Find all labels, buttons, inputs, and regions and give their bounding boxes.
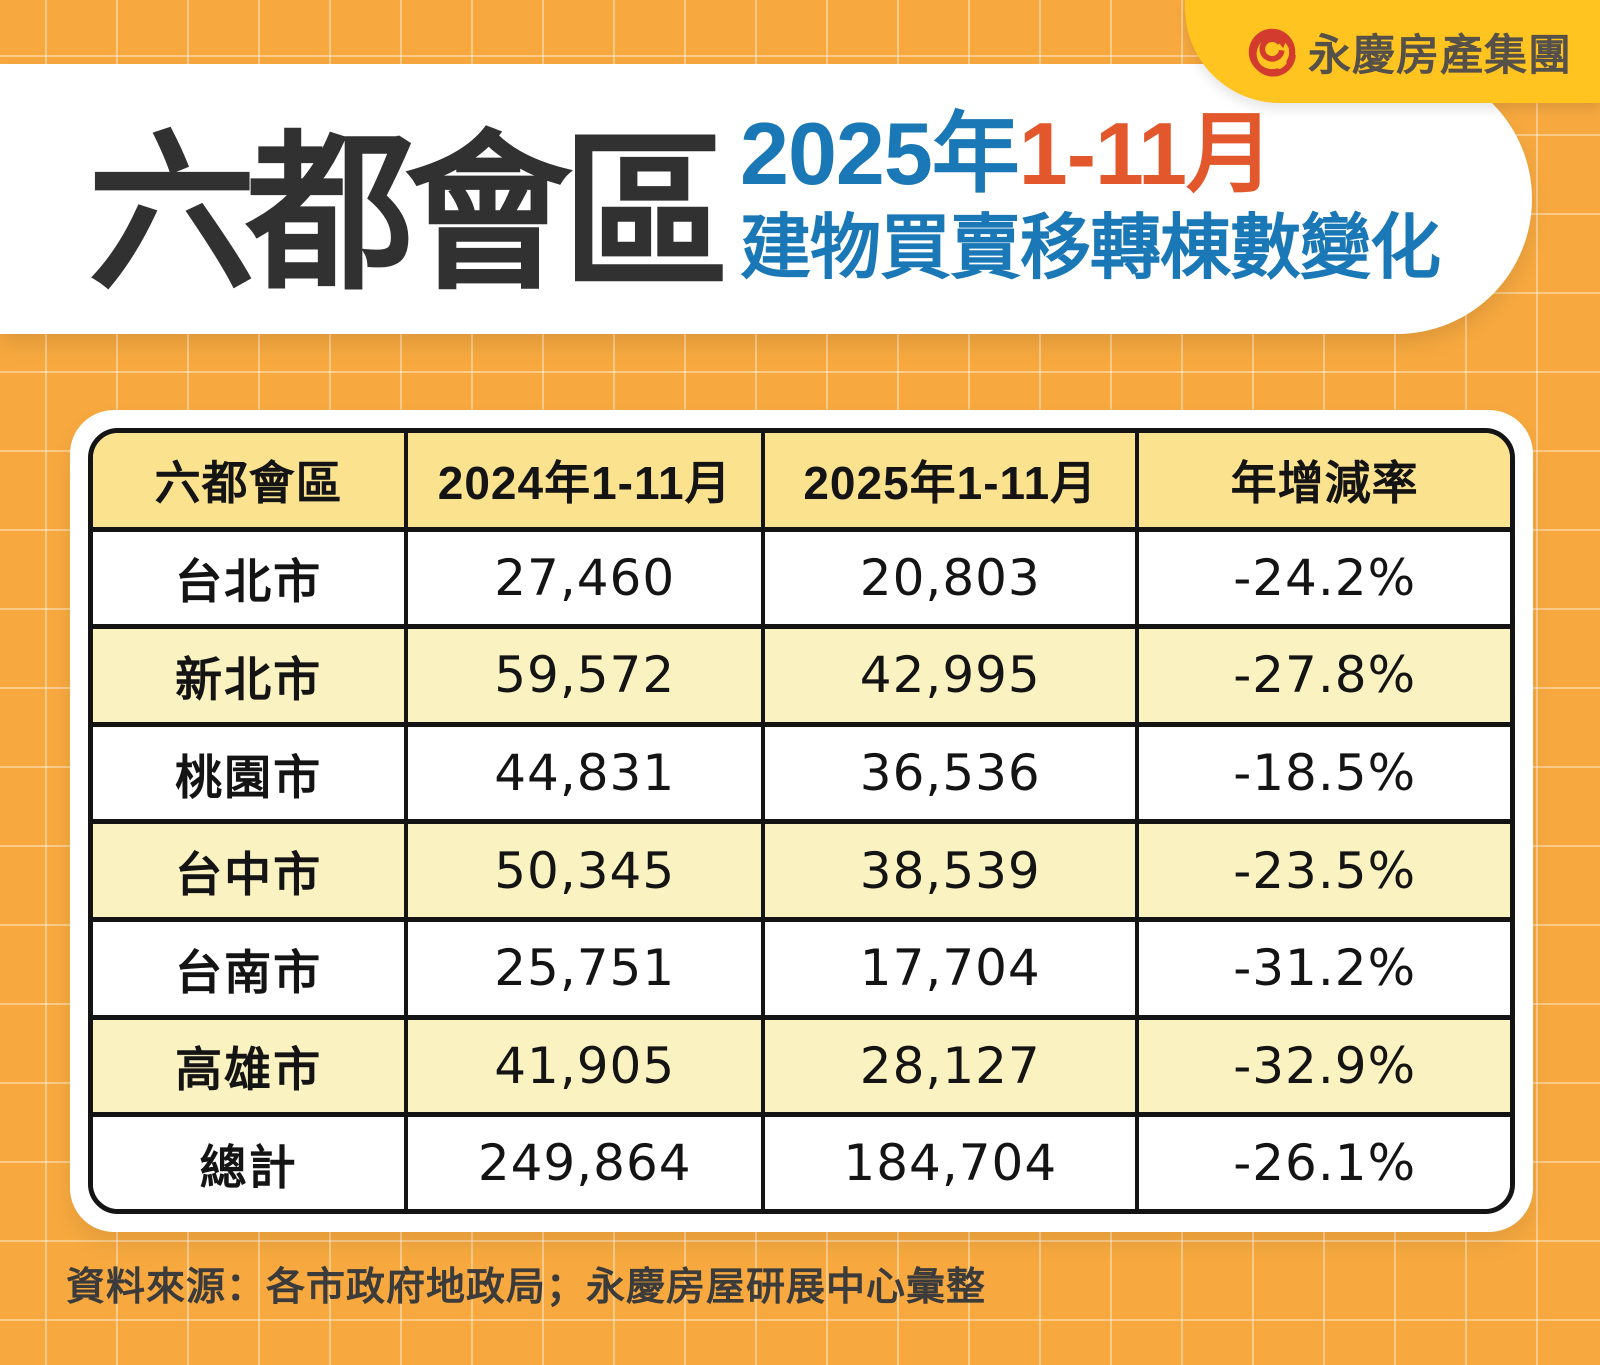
- title-banner: [0, 64, 1532, 334]
- value-cell: 36,536: [763, 724, 1140, 825]
- subtitle-year: 2025年: [740, 104, 1020, 203]
- region-cell: 新北市: [93, 626, 409, 727]
- table-row-5: 高雄市 41,905 28,127 -32.9%: [93, 1017, 1510, 1118]
- data-table-frame: 六都會區 2024年1-11月 2025年1-11月 年增減率 台北市 27,460 20…: [88, 428, 1515, 1214]
- region-cell: 高雄市: [93, 1017, 409, 1118]
- table-row-1: 新北市 59,572 42,995 -27.8%: [93, 626, 1510, 727]
- data-table: 六都會區 2024年1-11月 2025年1-11月 年增減率 台北市 27,460 20…: [93, 433, 1510, 1209]
- value-cell: 25,751: [406, 919, 766, 1020]
- value-cell: -31.2%: [1137, 919, 1510, 1020]
- value-cell: 17,704: [763, 919, 1140, 1020]
- data-table-card: 六都會區 2024年1-11月 2025年1-11月 年增減率 台北市 27,460 20…: [70, 410, 1533, 1232]
- source-note: 資料來源：各市政府地政局；永慶房屋研展中心彙整: [66, 1266, 987, 1309]
- value-cell: 249,864: [406, 1114, 766, 1209]
- value-cell: 44,831: [406, 724, 766, 825]
- region-cell: 台北市: [93, 529, 409, 630]
- table-row-4: 台南市 25,751 17,704 -31.2%: [93, 919, 1510, 1020]
- column-header-0: 六都會區: [93, 433, 409, 532]
- region-cell: 台中市: [93, 821, 409, 922]
- column-header-2: 2025年1-11月: [763, 433, 1140, 532]
- value-cell: 20,803: [763, 529, 1140, 630]
- value-cell: 41,905: [406, 1017, 766, 1118]
- table-row-3: 台中市 50,345 38,539 -23.5%: [93, 821, 1510, 922]
- value-cell: -18.5%: [1137, 724, 1510, 825]
- table-row-0: 台北市 27,460 20,803 -24.2%: [93, 529, 1510, 630]
- column-header-3: 年增減率: [1137, 433, 1510, 532]
- region-cell: 台南市: [93, 919, 409, 1020]
- value-cell: 50,345: [406, 821, 766, 922]
- value-cell: 184,704: [763, 1114, 1140, 1209]
- value-cell: 27,460: [406, 529, 766, 630]
- value-cell: -23.5%: [1137, 821, 1510, 922]
- table-body: 台北市 27,460 20,803 -24.2% 新北市 59,572 42,995 -27.…: [93, 529, 1510, 1209]
- value-cell: 38,539: [763, 821, 1140, 922]
- subtitle-months: 1-11月: [1018, 104, 1274, 203]
- value-cell: 42,995: [763, 626, 1140, 727]
- value-cell: -32.9%: [1137, 1017, 1510, 1118]
- value-cell: 28,127: [763, 1017, 1140, 1118]
- region-cell: 總計: [93, 1114, 409, 1209]
- page-subtitle: 2025年1-11月 建物買賣移轉棟數變化: [740, 107, 1441, 289]
- table-header-row: 六都會區 2024年1-11月 2025年1-11月 年增減率: [93, 433, 1510, 532]
- region-cell: 桃園市: [93, 724, 409, 825]
- value-cell: 59,572: [406, 626, 766, 727]
- brand-plate: 永慶房產集團: [1185, 0, 1600, 103]
- yungching-swirl-icon: [1248, 28, 1296, 77]
- value-cell: -27.8%: [1137, 626, 1510, 727]
- table-header: 六都會區 2024年1-11月 2025年1-11月 年增減率: [93, 433, 1510, 532]
- page-title: 六都會區: [88, 118, 730, 310]
- column-header-1: 2024年1-11月: [406, 433, 766, 532]
- table-row-2: 桃園市 44,831 36,536 -18.5%: [93, 724, 1510, 825]
- subtitle-period: 2025年1-11月: [740, 107, 1440, 200]
- value-cell: -26.1%: [1137, 1114, 1510, 1209]
- brand-name: 永慶房產集團: [1308, 31, 1572, 80]
- subtitle-metric: 建物買賣移轉棟數變化: [740, 209, 1441, 289]
- value-cell: -24.2%: [1137, 529, 1510, 630]
- table-row-6: 總計 249,864 184,704 -26.1%: [93, 1114, 1510, 1209]
